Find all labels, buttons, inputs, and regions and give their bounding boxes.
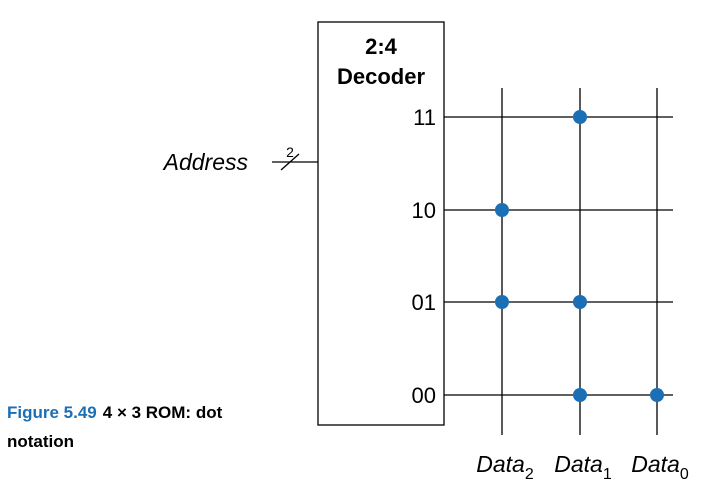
column-labels: Data2 Data1 Data0 [476,451,689,483]
decoder-title-line1: 2:4 [365,34,398,59]
dot-10-data2 [495,203,509,217]
figure-caption: Figure 5.49 4 × 3 ROM: dot notation [7,398,287,456]
dot-11-data1 [573,110,587,124]
dot-01-data2 [495,295,509,309]
bus-width-label: 2 [286,144,294,160]
rom-grid: 11 10 01 00 [412,88,673,435]
column-label-data2: Data2 [476,451,534,483]
dot-00-data1 [573,388,587,402]
figure-number: Figure 5.49 [7,403,97,422]
row-label-00: 00 [412,383,436,408]
row-label-01: 01 [412,290,436,315]
column-label-data1: Data1 [554,451,612,483]
decoder-box [317,21,445,426]
dot-01-data1 [573,295,587,309]
dot-00-data0 [650,388,664,402]
address-label: Address [162,149,249,175]
column-label-data0: Data0 [631,451,689,483]
figure-caption-text: 4 × 3 ROM: dot notation [7,403,223,451]
decoder-title-line2: Decoder [337,64,425,89]
row-label-10: 10 [412,198,436,223]
row-label-11: 11 [413,105,436,130]
bus-slash [280,153,300,171]
